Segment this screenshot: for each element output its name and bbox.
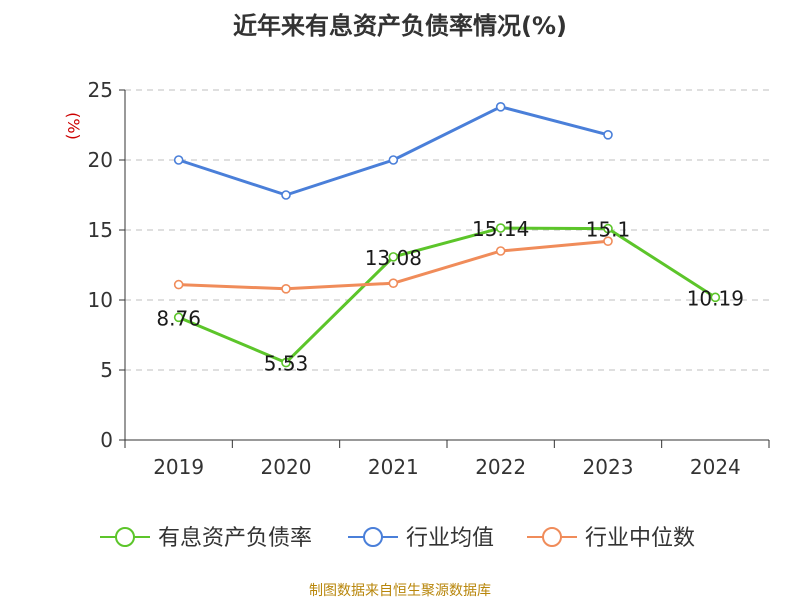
x-tick-label: 2019: [153, 455, 204, 479]
data-point: [281, 283, 291, 294]
data-point: [388, 252, 399, 262]
axes: 0 5 10 15 20 25 (%) 2019 2020 2021 2022 2023 2024: [64, 78, 770, 479]
x-tick-label: 2024: [690, 455, 741, 479]
legend-swatch-marker: [115, 527, 135, 547]
legend-label: 行业中位数: [585, 526, 695, 551]
data-labels: 8.76 5.53 13.08 15.14 15.1 10.19: [156, 217, 744, 376]
series-line-1: [178, 105, 609, 197]
data-point: [495, 102, 506, 112]
legend-label: 有息资产负债率: [158, 526, 312, 551]
data-point: [173, 312, 184, 323]
y-tick-label: 5: [100, 358, 113, 382]
data-point: [281, 190, 291, 200]
y-axis-label: (%): [64, 112, 83, 140]
data-point: [173, 279, 184, 290]
data-point: [495, 223, 506, 233]
x-tick-label: 2020: [261, 455, 312, 479]
data-label: 15.1: [586, 218, 631, 242]
data-label: 15.14: [472, 217, 529, 241]
data-label: 5.53: [264, 352, 309, 376]
data-point: [603, 130, 613, 140]
data-point: [603, 236, 613, 246]
x-tick-label: 2023: [583, 455, 634, 479]
series-lines: [173, 102, 721, 368]
legend-swatch-marker: [542, 527, 562, 547]
data-label: 8.76: [156, 306, 201, 330]
y-tick-label: 10: [88, 288, 113, 312]
data-point: [495, 246, 506, 256]
legend: 有息资产负债率 行业均值 行业中位数: [100, 526, 695, 551]
grid-lines: [125, 89, 769, 371]
legend-label: 行业均值: [406, 526, 494, 551]
y-tick-label: 20: [88, 148, 113, 172]
y-tick-label: 25: [88, 78, 113, 102]
data-point: [173, 155, 184, 165]
source-note: 制图数据来自恒生聚源数据库: [309, 583, 491, 599]
data-point: [388, 155, 399, 165]
data-point: [281, 357, 291, 368]
data-label: 13.08: [365, 246, 422, 270]
data-point: [603, 223, 613, 234]
data-point: [710, 292, 721, 303]
series-line-0: [178, 226, 717, 365]
y-tick-label: 0: [100, 428, 113, 452]
data-label: 10.19: [687, 286, 744, 310]
data-point: [388, 278, 399, 289]
x-tick-label: 2021: [368, 455, 419, 479]
x-tick-label: 2022: [475, 455, 526, 479]
y-tick-label: 15: [88, 218, 113, 242]
legend-swatch-marker: [363, 527, 383, 547]
chart-title: 近年来有息资产负债率情况(%): [233, 12, 567, 40]
